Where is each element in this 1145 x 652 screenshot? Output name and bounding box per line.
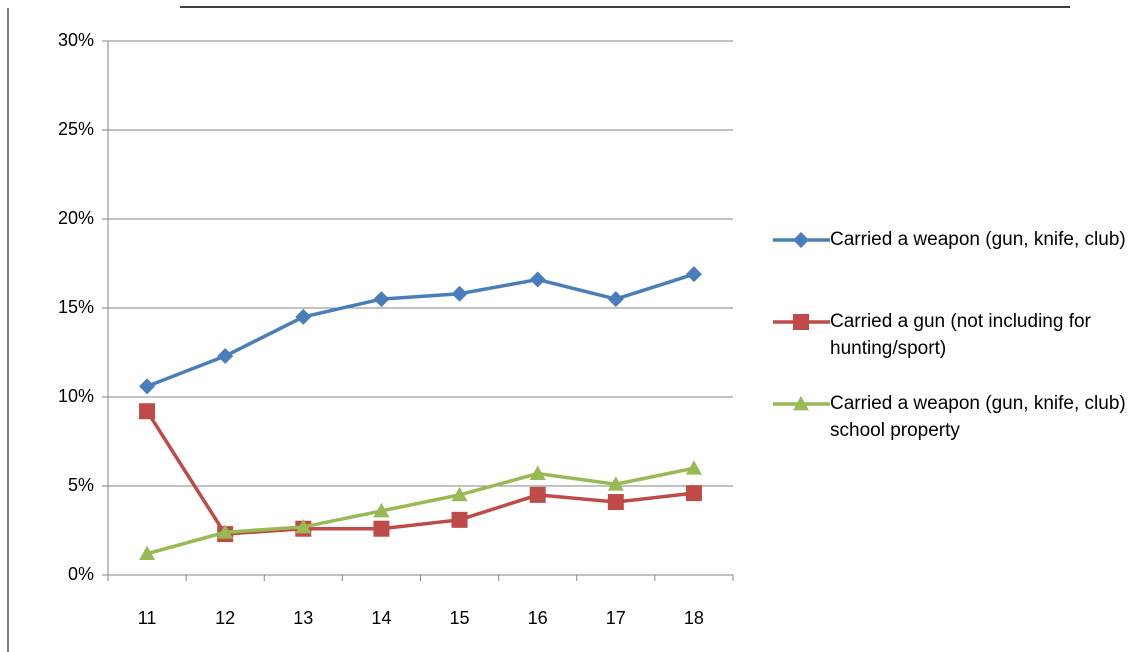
marker — [451, 285, 468, 302]
legend-label: Carried a gun (not including for hunting… — [830, 311, 1091, 359]
marker — [529, 465, 546, 480]
legend-label: Carried a weapon (gun, knife, club) — [830, 229, 1126, 250]
marker — [529, 271, 546, 288]
x-tick-label: 13 — [293, 608, 313, 628]
marker — [139, 378, 156, 395]
marker — [607, 291, 624, 308]
marker — [217, 524, 234, 539]
marker — [451, 511, 468, 528]
y-tick-label: 30% — [58, 30, 94, 50]
marker — [529, 486, 546, 503]
marker — [217, 348, 234, 365]
x-tick-label: 15 — [450, 608, 470, 628]
marker — [607, 494, 624, 511]
marker — [295, 308, 312, 325]
y-tick-label: 20% — [58, 208, 94, 228]
y-tick-label: 10% — [58, 386, 94, 406]
marker — [451, 486, 468, 502]
marker — [373, 291, 390, 308]
marker — [139, 403, 156, 420]
series-line — [146, 466, 695, 556]
marker — [607, 476, 624, 491]
marker — [139, 545, 156, 561]
marker — [685, 485, 702, 502]
y-tick-label: 25% — [58, 119, 94, 139]
y-tick-label: 15% — [58, 297, 94, 317]
legend-marker — [793, 232, 809, 248]
series-line — [146, 272, 695, 388]
marker — [295, 518, 312, 534]
legend-marker — [793, 396, 809, 411]
x-tick-label: 11 — [138, 608, 157, 628]
x-tick-label: 18 — [684, 608, 704, 628]
y-tick-label: 0% — [68, 564, 94, 584]
x-tick-label: 16 — [528, 608, 548, 628]
marker — [685, 460, 702, 475]
legend-marker — [793, 314, 809, 330]
y-tick-label: 5% — [68, 475, 94, 495]
marker — [685, 266, 702, 283]
x-tick-label: 12 — [215, 608, 235, 628]
marker — [373, 502, 390, 518]
x-tick-label: 14 — [371, 608, 391, 628]
x-tick-label: 17 — [606, 608, 626, 628]
marker — [373, 520, 390, 537]
legend-label: Carried a weapon (gun, knife, club) scho… — [830, 393, 1126, 441]
series-line — [145, 410, 695, 536]
